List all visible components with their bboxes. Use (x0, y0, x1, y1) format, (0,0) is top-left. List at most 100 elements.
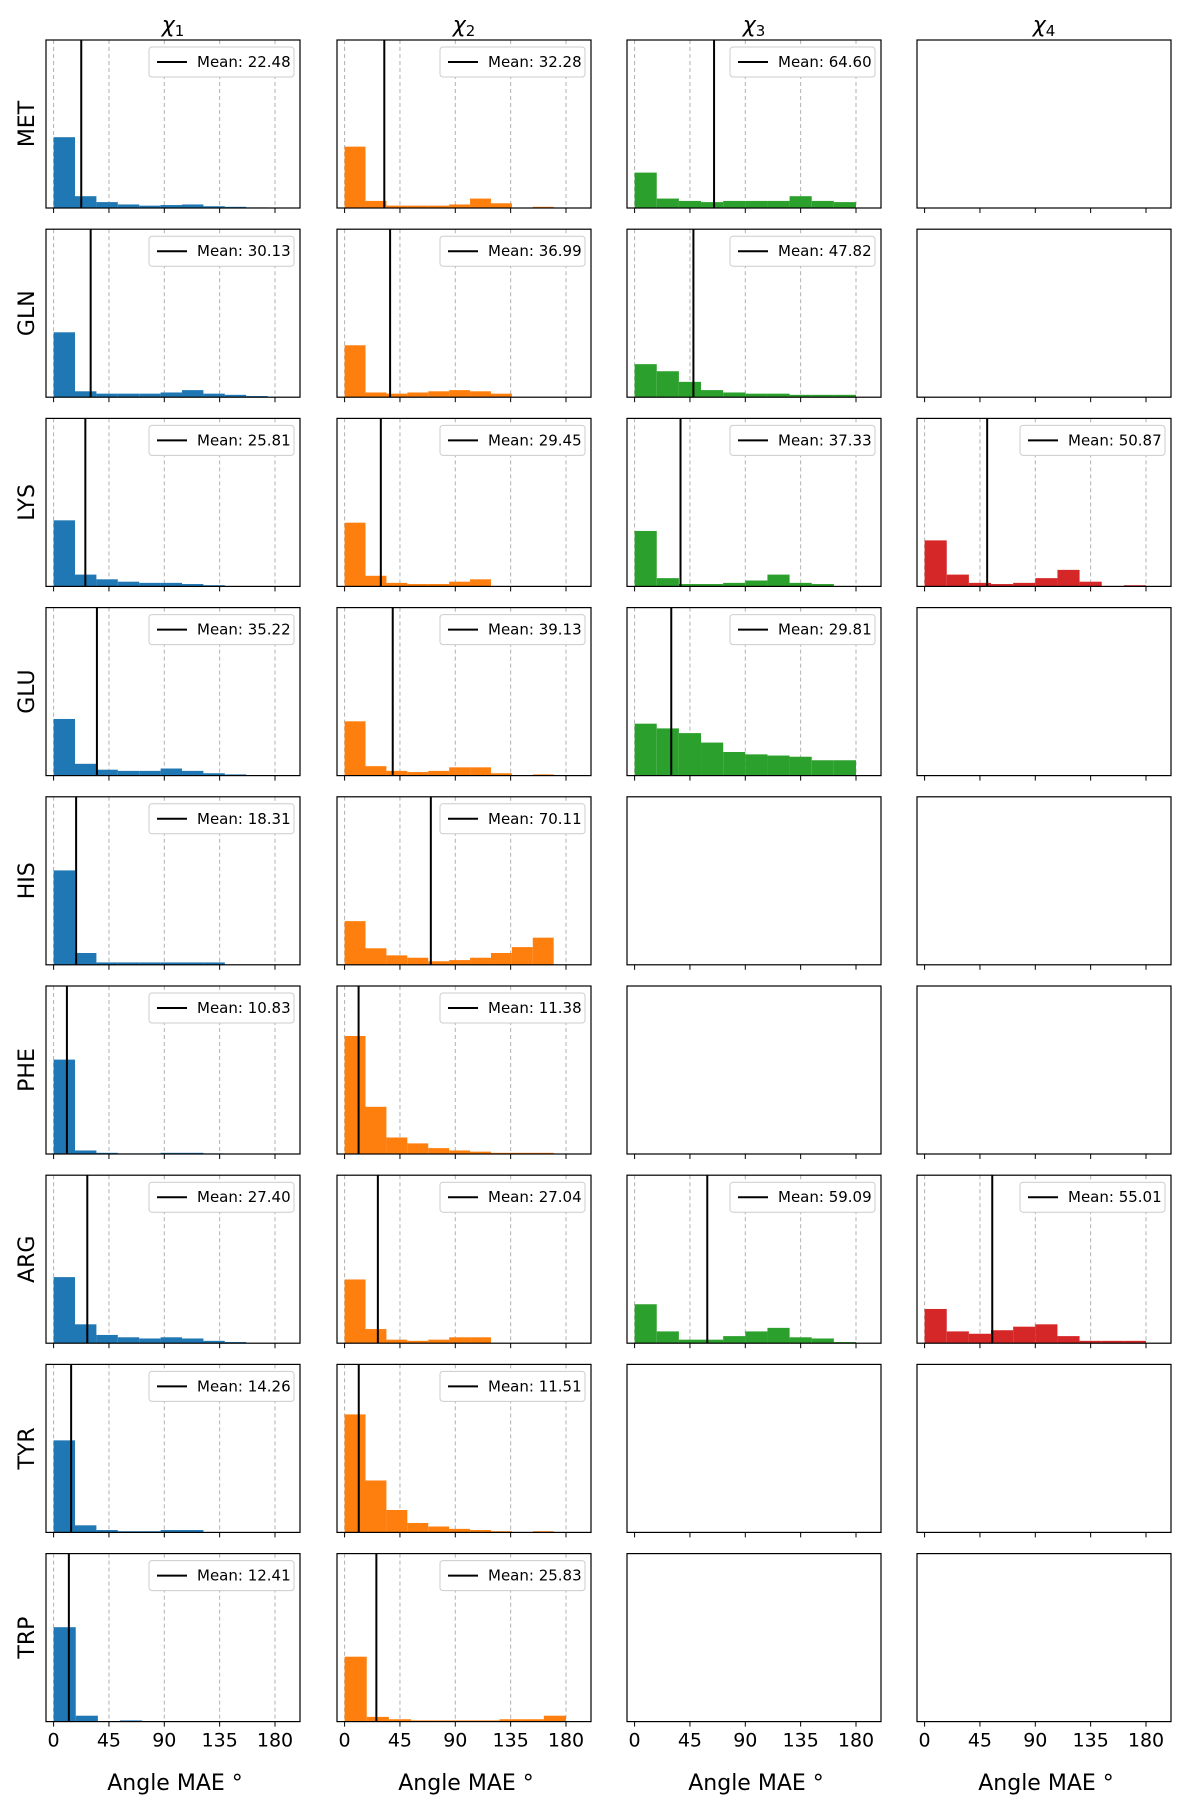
bar-his-1-9 (532, 937, 554, 965)
panel-frame-trp-3 (916, 1552, 1172, 1723)
tick-label-trp-2-180: 180 (838, 1730, 874, 1752)
bar-lys-1-4 (428, 584, 450, 587)
bar-tyr-0-2 (96, 1530, 118, 1533)
legend-box-arg-2 (729, 1181, 876, 1213)
bar-arg-2-1 (656, 1331, 679, 1344)
bar-arg-1-1 (365, 1329, 387, 1344)
bar-glu-2-9 (833, 760, 856, 776)
bar-trp-1-9 (543, 1715, 566, 1722)
bar-arg-2-5 (745, 1331, 768, 1344)
bar-phe-1-4 (428, 1148, 450, 1154)
column-header-1: χ1 (161, 13, 185, 40)
bar-glu-0-0 (53, 718, 76, 776)
bar-met-2-1 (656, 198, 679, 208)
bar-arg-0-4 (139, 1338, 161, 1344)
bar-glu-1-3 (407, 772, 429, 776)
panel-frame-glu-3 (916, 606, 1172, 777)
bar-arg-1-4 (428, 1339, 450, 1344)
bar-lys-3-3 (991, 584, 1014, 587)
panel-frame-tyr-3 (916, 1363, 1172, 1534)
bar-gln-2-0 (634, 364, 657, 398)
legend-label-gln-2: Mean: 47.82 (778, 242, 872, 260)
legend-box-trp-1 (439, 1560, 586, 1592)
bar-tyr-1-6 (470, 1530, 491, 1533)
bar-arg-0-3 (117, 1337, 140, 1344)
bar-glu-2-5 (745, 754, 768, 776)
bar-trp-1-2 (388, 1719, 412, 1722)
bar-met-1-2 (386, 205, 408, 208)
bar-phe-1-5 (449, 1150, 471, 1154)
tick-label-trp-3-135: 135 (1073, 1730, 1109, 1752)
legend-box-lys-0 (148, 424, 295, 456)
panel-frame-tyr-0 (45, 1363, 301, 1534)
panel-frame-arg-2 (626, 1174, 882, 1344)
legend-label-glu-1: Mean: 39.13 (488, 621, 582, 639)
tick-label-trp-1-180: 180 (548, 1730, 584, 1752)
legend-box-his-1 (439, 803, 586, 835)
bar-lys-1-5 (449, 581, 471, 587)
bar-gln-0-3 (117, 393, 140, 398)
bar-tyr-0-0 (53, 1440, 76, 1533)
bar-glu-1-0 (344, 721, 366, 776)
bar-lys-1-2 (386, 582, 408, 587)
bar-glu-0-3 (117, 770, 140, 776)
bar-lys-1-6 (470, 579, 491, 587)
legend-label-glu-0: Mean: 35.22 (197, 621, 291, 639)
bar-his-0-0 (53, 870, 76, 965)
bar-met-0-3 (117, 204, 140, 208)
bar-glu-0-7 (203, 773, 225, 776)
legend-box-met-2 (729, 46, 876, 78)
panel-frame-phe-2 (626, 985, 882, 1155)
panel-frame-phe-1 (336, 985, 592, 1155)
tick-label-trp-1-135: 135 (493, 1730, 529, 1752)
bar-his-1-3 (407, 957, 429, 965)
bar-trp-1-0 (344, 1656, 367, 1722)
bar-gln-2-9 (833, 394, 856, 398)
bar-arg-1-0 (344, 1279, 366, 1344)
bar-phe-1-3 (407, 1143, 429, 1154)
legend-box-arg-1 (439, 1181, 586, 1213)
bar-arg-0-6 (182, 1338, 204, 1344)
tick-label-trp-2-0: 0 (629, 1730, 641, 1752)
bar-gln-1-2 (386, 393, 408, 398)
row-label-lys: LYS (15, 484, 40, 521)
legend-label-tyr-0: Mean: 14.26 (197, 1377, 291, 1395)
bar-gln-0-6 (182, 390, 204, 398)
bar-met-1-5 (449, 204, 471, 208)
bar-arg-3-9 (1123, 1340, 1146, 1344)
bar-met-2-2 (678, 200, 702, 208)
panel-frame-tyr-2 (626, 1363, 882, 1534)
bar-phe-0-0 (53, 1059, 76, 1154)
panel-frame-glu-2 (626, 606, 882, 777)
bar-his-0-6 (182, 962, 204, 965)
bar-met-0-4 (139, 205, 161, 208)
bar-lys-3-7 (1079, 581, 1102, 587)
panel-frame-gln-3 (916, 228, 1172, 398)
bar-gln-1-3 (407, 392, 429, 398)
bar-glu-1-2 (386, 770, 408, 776)
bar-glu-0-1 (75, 763, 97, 776)
bar-arg-3-3 (991, 1330, 1014, 1344)
bar-trp-1-7 (499, 1719, 522, 1722)
bar-tyr-1-4 (428, 1526, 450, 1533)
bar-glu-1-5 (449, 767, 471, 776)
column-header-3: χ3 (742, 13, 766, 40)
row-label-met: MET (15, 100, 40, 147)
bar-phe-0-1 (75, 1150, 97, 1154)
legend-box-gln-0 (148, 235, 295, 267)
bar-lys-3-1 (946, 574, 969, 587)
bar-his-1-7 (490, 953, 512, 965)
column-header-4: χ4 (1032, 13, 1056, 40)
bar-glu-0-4 (139, 770, 161, 776)
bar-glu-1-7 (490, 773, 512, 776)
bar-lys-2-0 (634, 530, 657, 587)
legend-label-arg-0: Mean: 27.40 (197, 1188, 291, 1206)
bar-lys-1-1 (365, 575, 387, 587)
bar-lys-2-2 (678, 584, 702, 587)
bar-tyr-1-5 (449, 1528, 471, 1533)
panel-frame-gln-1 (336, 228, 592, 398)
x-axis-label-2: Angle MAE ° (398, 1771, 534, 1796)
bar-arg-3-2 (968, 1333, 992, 1344)
bar-gln-2-8 (811, 394, 834, 398)
panel-frame-trp-0 (45, 1552, 301, 1723)
